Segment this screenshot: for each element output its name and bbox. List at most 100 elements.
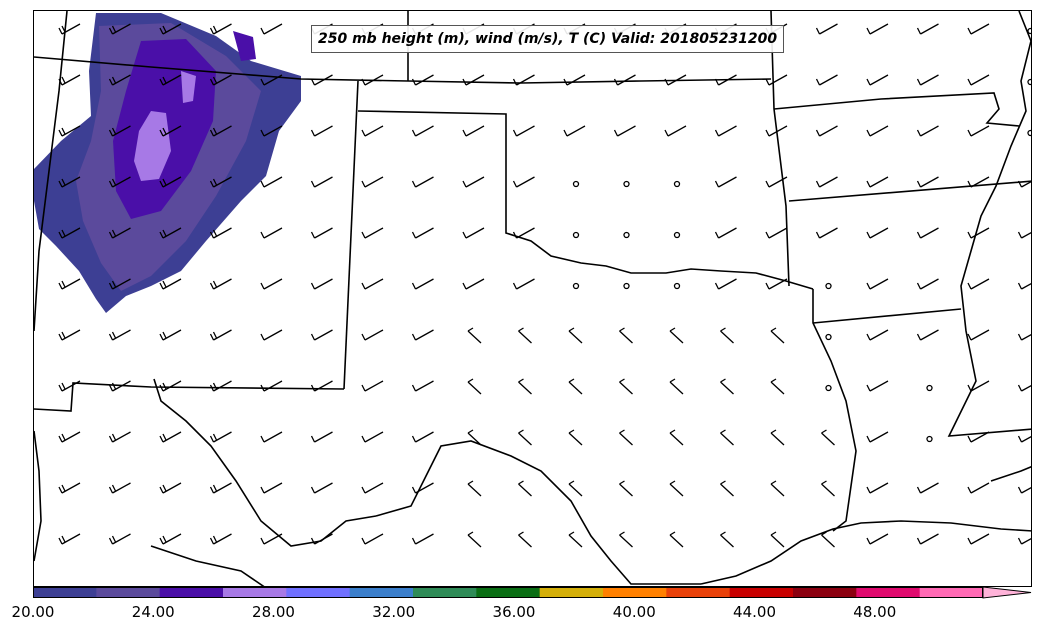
- border-texas-louisiana: [812, 289, 857, 532]
- wind-barb: [159, 380, 182, 392]
- wind-barb: [765, 74, 788, 86]
- colorbar-tick-label: 44.00: [733, 603, 776, 621]
- colorbar-tick-label: 48.00: [853, 603, 897, 621]
- wind-barb: [619, 480, 633, 497]
- wind-barb: [467, 327, 482, 344]
- map-title: 250 mb height (m), wind (m/s), T (C) Val…: [311, 25, 785, 53]
- wind-barb: [209, 176, 232, 188]
- colorbar-tick-label: 36.00: [492, 603, 536, 621]
- wind-barb: [209, 380, 232, 392]
- wind-barb: [310, 431, 333, 443]
- wind-barb: [209, 278, 232, 290]
- colorbar-segment: [159, 587, 224, 598]
- wind-barb: [209, 329, 232, 341]
- wind-barb: [1017, 537, 1031, 545]
- border-west-1: [34, 11, 68, 332]
- wind-barb: [58, 74, 81, 86]
- wind-barb: [108, 125, 131, 137]
- wind-barb: [815, 176, 838, 188]
- wind-barb: [669, 378, 684, 395]
- wind-barb: [159, 23, 182, 35]
- wind-barb: [815, 125, 838, 137]
- wind-barb: [967, 227, 990, 239]
- wind-barb: [462, 74, 485, 86]
- wind-barb: [159, 125, 182, 137]
- colorbar-extend-arrow: [982, 587, 1032, 599]
- wind-barb: [512, 278, 535, 290]
- wind-barb: [664, 74, 687, 86]
- wind-barb: [720, 531, 734, 548]
- wind-barb: [209, 227, 232, 239]
- wind-barb: [411, 533, 434, 545]
- wind-barb: [866, 278, 889, 290]
- wind-barb: [361, 431, 384, 443]
- colorbar-segment: [223, 587, 287, 598]
- wind-barb: [669, 531, 684, 548]
- colorbar-segment: [413, 587, 477, 598]
- wind-barb: [916, 23, 939, 35]
- wind-barb: [411, 278, 434, 290]
- calm-wind-marker: [673, 231, 681, 239]
- wind-barb: [209, 23, 232, 35]
- wind-barb: [108, 482, 131, 494]
- wind-barb: [361, 329, 384, 341]
- wind-barb: [815, 23, 838, 35]
- wind-barb: [720, 480, 734, 497]
- wind-barb: [765, 125, 788, 137]
- colorbar-tick-label: 40.00: [612, 603, 656, 621]
- wind-barb: [770, 378, 785, 395]
- colorbar-segment: [96, 587, 161, 598]
- wind-barb: [108, 329, 131, 341]
- border-mexico: [34, 430, 42, 562]
- wind-barb: [613, 74, 636, 86]
- boundaries: [34, 11, 1031, 586]
- border-missouri-east: [947, 11, 1031, 437]
- wind-barb: [462, 227, 485, 239]
- wind-barb: [866, 227, 889, 239]
- colorbar-tick-label: 32.00: [372, 603, 416, 621]
- wind-barb: [664, 125, 687, 137]
- border-colorado-newmexico: [34, 382, 345, 412]
- colorbar-segment: [33, 587, 97, 598]
- wind-barb: [310, 482, 333, 494]
- wind-barb: [563, 74, 586, 86]
- border-oklahoma-panhandle: [357, 110, 814, 290]
- colorbar-tick-label: 20.00: [11, 603, 55, 621]
- border-gulf-east: [990, 465, 1031, 482]
- wind-barb: [714, 74, 737, 86]
- wind-barb: [815, 74, 838, 86]
- border-arkansas-south: [788, 180, 1031, 202]
- wind-barb: [518, 531, 532, 548]
- wind-barb: [361, 278, 384, 290]
- wind-barb: [58, 176, 81, 188]
- wind-barb: [821, 531, 835, 548]
- wind-barb: [866, 329, 889, 341]
- border-kansas-east: [770, 11, 790, 287]
- wind-barb: [967, 125, 990, 137]
- wind-barb: [512, 176, 535, 188]
- wind-barb: [866, 431, 889, 443]
- wind-barb: [108, 23, 131, 35]
- wind-barbs: [58, 23, 1031, 548]
- wind-barb: [1017, 435, 1031, 443]
- wind-barb: [765, 176, 788, 188]
- wind-barb: [310, 74, 333, 86]
- wind-barb: [714, 227, 737, 239]
- wind-barb: [411, 431, 434, 443]
- wind-barb: [58, 380, 81, 392]
- colorbar-segment: [729, 587, 794, 598]
- wind-barb: [159, 176, 182, 188]
- wind-barb: [720, 378, 734, 395]
- calm-wind-marker: [1027, 27, 1031, 35]
- wind-barb: [108, 227, 131, 239]
- wind-barb: [108, 278, 131, 290]
- wind-barb: [720, 429, 734, 446]
- wind-barb: [411, 176, 434, 188]
- calm-wind-marker: [825, 282, 832, 290]
- wind-barb: [1017, 231, 1031, 239]
- wind-barb: [310, 380, 333, 392]
- calm-wind-marker: [623, 180, 630, 188]
- wind-speed-shading: [34, 13, 301, 313]
- calm-wind-marker: [623, 282, 630, 290]
- calm-wind-marker: [673, 180, 681, 188]
